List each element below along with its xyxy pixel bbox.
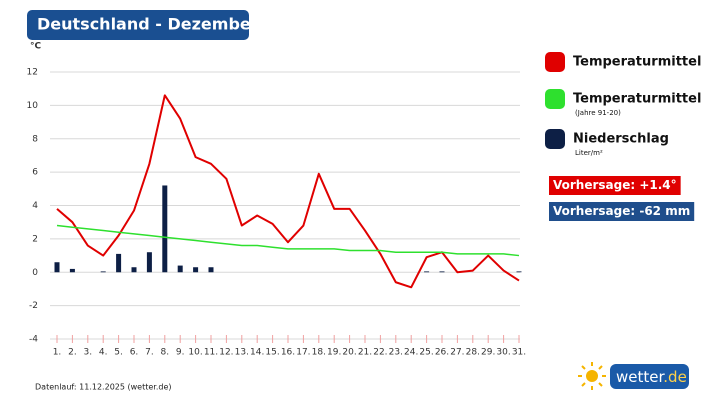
sun [586, 370, 598, 382]
x-tick-label: 17. [296, 348, 310, 358]
chart-title: Deutschland - Dezember [37, 15, 259, 34]
x-tick-label: 22. [373, 348, 387, 358]
y-tick-label: 0 [32, 268, 38, 278]
y-tick-label: -4 [29, 335, 38, 345]
y-tick-label: 4 [32, 201, 38, 211]
x-tick-label: 2. [68, 348, 77, 358]
bar [177, 265, 183, 273]
legend-sublabel: (Jahre 91-20) [575, 109, 621, 117]
title-box [27, 10, 249, 40]
bar [131, 267, 137, 273]
bar [146, 252, 152, 273]
y-tick-label: 2 [32, 234, 38, 244]
x-tick-label: 25. [419, 348, 433, 358]
x-tick-label: 19. [327, 348, 341, 358]
legend-label: Temperaturmittel [573, 55, 701, 70]
x-tick-label: 30. [496, 348, 510, 358]
x-tick-label: 14. [250, 348, 264, 358]
bar [424, 271, 430, 273]
x-tick-label: 4. [99, 348, 108, 358]
forecast-text: Vorhersage: -62 mm [553, 204, 690, 218]
x-tick-label: 28. [466, 348, 480, 358]
legend-label: Temperaturmittel [573, 92, 701, 107]
x-tick-label: 11. [204, 348, 218, 358]
bar [116, 253, 122, 273]
x-tick-label: 7. [145, 348, 154, 358]
x-tick-label: 15. [265, 348, 279, 358]
line [56, 224, 520, 257]
x-tick-label: 16. [281, 348, 295, 358]
legend-swatch [545, 52, 565, 72]
x-tick-label: 27. [450, 348, 464, 358]
x-tick-label: 10. [188, 348, 202, 358]
y-unit: °C [30, 42, 42, 52]
x-tick-label: 1. [53, 348, 62, 358]
logo-text: wetter.de [616, 368, 687, 386]
bar [54, 262, 60, 273]
x-tick-label: 23. [389, 348, 403, 358]
bar [69, 268, 75, 273]
x-tick-label: 26. [435, 348, 449, 358]
x-tick-label: 24. [404, 348, 418, 358]
bar [516, 271, 522, 273]
x-tick-label: 12. [219, 348, 233, 358]
y-tick-label: 8 [32, 134, 38, 144]
x-tick-label: 13. [235, 348, 249, 358]
x-tick-label: 29. [481, 348, 495, 358]
bar [208, 267, 214, 273]
legend-swatch [545, 89, 565, 109]
sun-rays [578, 362, 606, 390]
y-tick-label: 12 [27, 68, 38, 78]
logo-box [610, 364, 689, 389]
legend-swatch [545, 129, 565, 149]
y-tick-label: -2 [29, 301, 38, 311]
x-tick-label: 20. [342, 348, 356, 358]
bar [439, 271, 445, 273]
forecast-box [549, 176, 681, 195]
footnote: Datenlauf: 11.12.2025 (wetter.de) [35, 383, 172, 392]
x-tick-label: 3. [84, 348, 93, 358]
line [56, 94, 520, 289]
y-tick-label: 10 [27, 101, 39, 111]
y-tick-label: 6 [32, 168, 38, 178]
bar [193, 267, 199, 273]
x-tick-label: 18. [312, 348, 326, 358]
x-tick-label: 21. [358, 348, 372, 358]
forecast-box [549, 202, 695, 221]
legend-label: Niederschlag [573, 132, 669, 147]
forecast-text: Vorhersage: +1.4° [553, 178, 677, 192]
x-tick-label: 6. [130, 348, 139, 358]
bar [100, 271, 106, 273]
bar [162, 185, 168, 273]
x-tick-label: 8. [161, 348, 170, 358]
x-tick-label: 9. [176, 348, 185, 358]
logo: wetter.de [578, 362, 689, 390]
x-tick-label: 5. [114, 348, 123, 358]
x-tick-label: 31. [512, 348, 526, 358]
legend-sublabel: Liter/m² [575, 149, 603, 157]
